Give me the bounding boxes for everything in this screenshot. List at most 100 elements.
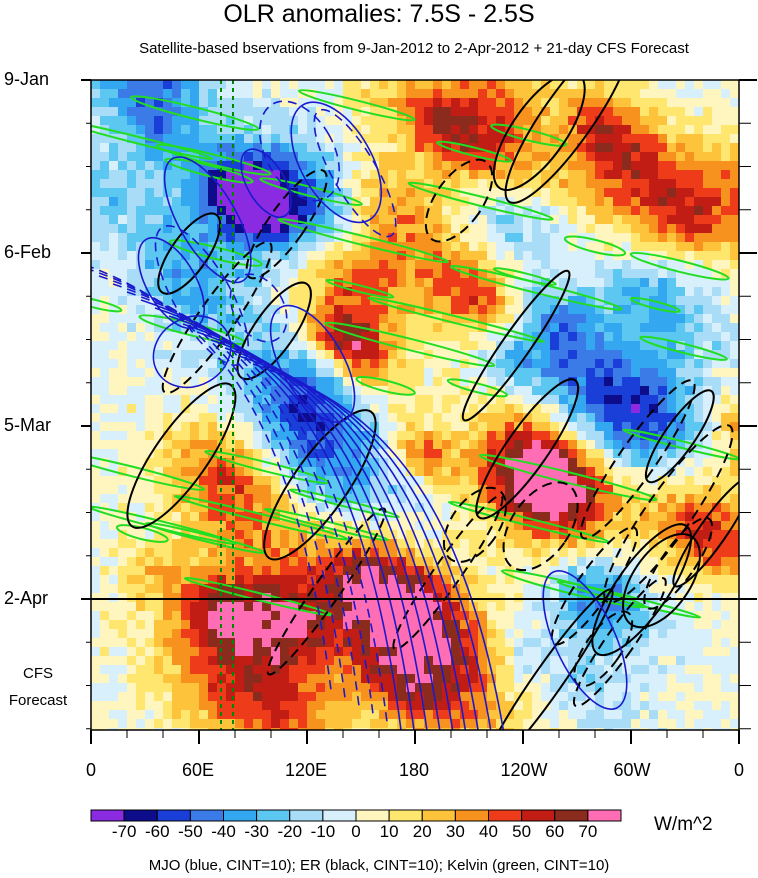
olr-cell [505,314,515,324]
olr-cell [100,377,110,387]
olr-cell [298,566,308,576]
olr-cell [181,638,191,648]
olr-cell [352,629,362,639]
olr-cell [649,539,659,549]
olr-cell [388,152,398,162]
olr-cell [334,674,344,684]
olr-cell [325,287,335,297]
olr-cell [100,656,110,666]
olr-cell [289,107,299,117]
olr-cell [712,674,722,684]
olr-cell [217,593,227,603]
olr-cell [262,278,272,288]
olr-cell [127,215,137,225]
olr-cell [721,431,731,441]
olr-cell [424,134,434,144]
olr-cell [703,548,713,558]
olr-cell [640,287,650,297]
olr-cell [262,395,272,405]
olr-cell [568,467,578,477]
olr-cell [658,314,668,324]
olr-cell [280,224,290,234]
olr-cell [145,332,155,342]
olr-cell [451,449,461,459]
olr-cell [487,521,497,531]
olr-cell [334,152,344,162]
olr-cell [406,485,416,495]
olr-cell [613,224,623,234]
olr-cell [586,143,596,153]
olr-cell [667,476,677,486]
olr-cell [343,224,353,234]
olr-cell [307,116,317,126]
olr-cell [91,188,101,198]
olr-cell [496,395,506,405]
olr-cell [640,404,650,414]
olr-cell [118,314,128,324]
olr-cell [154,620,164,630]
olr-cell [325,449,335,459]
olr-cell [208,98,218,108]
olr-cell [442,458,452,468]
olr-cell [424,404,434,414]
olr-cell [667,161,677,171]
olr-cell [649,449,659,459]
olr-cell [208,557,218,567]
olr-cell [316,296,326,306]
olr-cell [127,224,137,234]
olr-cell [640,476,650,486]
olr-cell [703,629,713,639]
olr-cell [190,449,200,459]
olr-cell [415,692,425,702]
olr-cell [460,674,470,684]
olr-cell [730,197,739,207]
olr-cell [469,395,479,405]
olr-cell [505,323,515,333]
olr-cell [676,566,686,576]
olr-cell [622,125,632,135]
olr-cell [118,269,128,279]
olr-cell [487,125,497,135]
olr-cell [280,143,290,153]
olr-cell [352,485,362,495]
olr-cell [640,557,650,567]
olr-cell [622,314,632,324]
olr-cell [181,611,191,621]
olr-cell [604,647,614,657]
olr-cell [145,530,155,540]
olr-cell [307,638,317,648]
olr-cell [433,350,443,360]
olr-cell [289,512,299,522]
olr-cell [505,638,515,648]
olr-cell [415,485,425,495]
olr-cell [388,557,398,567]
olr-cell [577,314,587,324]
olr-cell [595,674,605,684]
olr-cell [496,458,506,468]
olr-cell [271,413,281,423]
olr-cell [118,539,128,549]
olr-cell [91,332,101,342]
olr-cell [730,548,739,558]
olr-cell [217,224,227,234]
olr-cell [298,548,308,558]
olr-cell [208,413,218,423]
olr-cell [424,521,434,531]
olr-cell [379,350,389,360]
olr-cell [388,80,398,90]
olr-cell [280,134,290,144]
olr-cell [712,134,722,144]
olr-cell [154,521,164,531]
olr-cell [721,125,731,135]
olr-cell [568,359,578,369]
olr-cell [694,395,704,405]
olr-cell [325,467,335,477]
olr-cell [406,161,416,171]
olr-cell [640,620,650,630]
olr-cell [226,278,236,288]
olr-cell [487,422,497,432]
olr-cell [190,215,200,225]
olr-cell [406,152,416,162]
olr-cell [352,512,362,522]
olr-cell [532,386,542,396]
